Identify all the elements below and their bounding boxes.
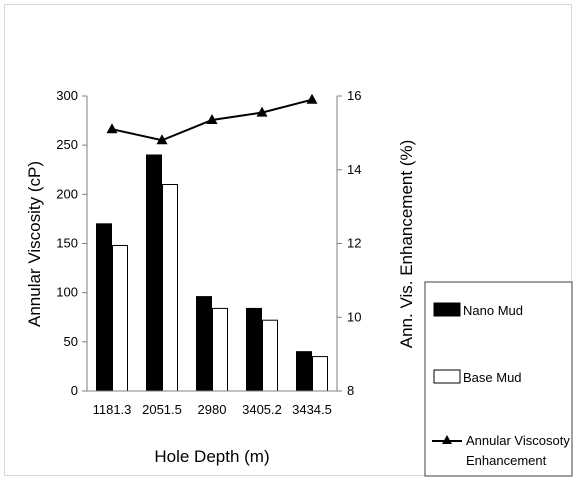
line-point (106, 123, 118, 134)
line-point (206, 113, 218, 124)
legend-swatch-enhancement-marker (442, 435, 452, 444)
x-tick-label: 1181.3 (93, 402, 132, 417)
bar-base-mud-0 (112, 244, 128, 392)
y-tick-label: 300 (56, 88, 78, 103)
bar-nano-mud-1 (146, 154, 162, 392)
x-tick-label: 3434.5 (292, 402, 332, 417)
bar-nano-mud-2 (196, 296, 212, 392)
y-tick-label: 200 (56, 186, 78, 201)
bar-nano-mud-3 (246, 307, 262, 392)
bar-base-mud-1 (162, 184, 178, 392)
legend-swatch-nano-mud (433, 302, 461, 317)
legend-swatch-base-mud (433, 369, 461, 384)
y2-tick-label: 14 (347, 162, 361, 177)
bar-base-mud-2 (212, 307, 228, 392)
bar-nano-mud-0 (96, 223, 112, 392)
y-tick-label: 50 (64, 334, 78, 349)
legend-label-enhancement: Annular Viscosoty Enhancement (466, 433, 570, 468)
y2-axis-label: Ann. Vis. Enhancement (%) (397, 140, 416, 349)
y-tick-label: 100 (56, 285, 78, 300)
y2-tick-label: 10 (347, 309, 361, 324)
x-tick-label: 3405.2 (242, 402, 282, 417)
bar-group (96, 154, 328, 392)
tick-group: 1181.3 2051.5 2980 3405.2 3434.5 0 50 100 150 200… (56, 88, 361, 417)
legend: Nano Mud Base Mud Annular Viscosoty Enhan… (424, 281, 573, 477)
bar-base-mud-4 (312, 356, 328, 392)
bar-base-mud-3 (262, 319, 278, 392)
y-tick-label: 0 (71, 383, 78, 398)
y2-tick-label: 12 (347, 236, 361, 251)
bar-nano-mud-4 (296, 351, 312, 392)
line-point (306, 93, 318, 104)
y-axis-label: Annular Viscosity (cP) (25, 161, 44, 327)
x-tick-label: 2980 (198, 402, 227, 417)
y2-tick-label: 8 (347, 383, 354, 398)
line-point (156, 134, 168, 145)
y-tick-label: 150 (56, 236, 78, 251)
line-series-group (106, 93, 318, 145)
line-point (256, 106, 268, 117)
legend-label-nano-mud: Nano Mud (463, 303, 523, 318)
legend-label-base-mud: Base Mud (463, 370, 522, 385)
y-tick-label: 250 (56, 137, 78, 152)
y2-tick-label: 16 (347, 88, 361, 103)
x-axis-label: Hole Depth (m) (154, 447, 269, 466)
x-tick-label: 2051.5 (142, 402, 182, 417)
